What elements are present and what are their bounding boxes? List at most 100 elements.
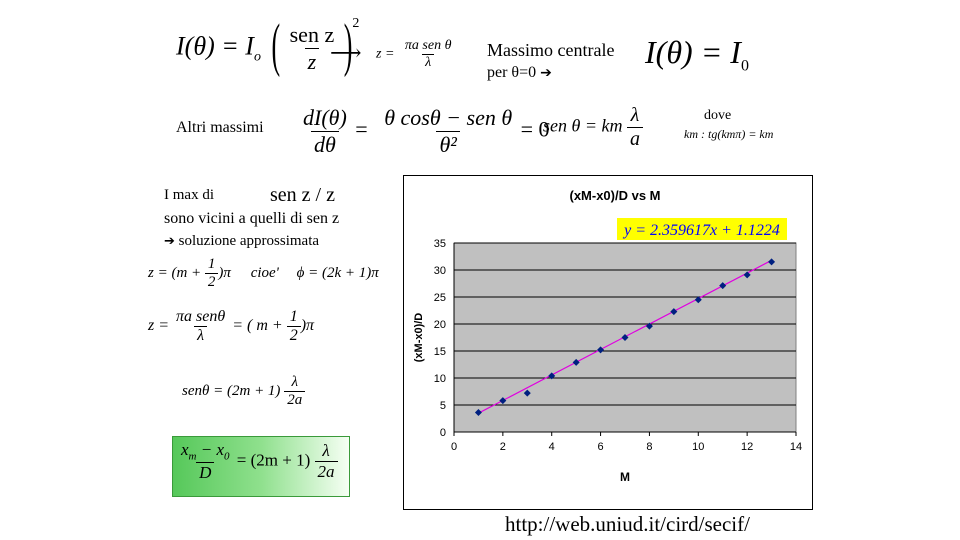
- z-eq-num: πa senθ: [176, 308, 226, 325]
- y-tick-label: 15: [434, 346, 446, 358]
- final-result-box: [172, 436, 350, 497]
- intensity-frac-den: z: [304, 48, 320, 75]
- approx-z-rhs: )π: [218, 264, 231, 281]
- final-num-sub-m: m: [188, 450, 197, 463]
- footer-url[interactable]: http://web.uniud.it/cird/secif/: [505, 512, 750, 536]
- central-max-sub-text: per θ=0: [487, 64, 537, 81]
- data-point: [474, 409, 482, 417]
- imax-line1: I max di: [164, 187, 214, 203]
- imax-func: sen z / z: [270, 184, 335, 206]
- intensity-exp: 2: [352, 15, 360, 31]
- data-point: [670, 308, 678, 316]
- deriv-eq: =: [355, 116, 368, 142]
- final-num-minus: − x: [196, 440, 225, 459]
- data-point: [645, 322, 653, 330]
- final-num: x: [181, 440, 189, 459]
- sen-result-num: λ: [291, 374, 298, 390]
- data-point: [523, 389, 531, 397]
- y-tick-label: 20: [434, 319, 446, 331]
- data-point: [768, 258, 776, 266]
- z-eq-lhs: z =: [148, 317, 170, 335]
- data-point: [597, 346, 605, 354]
- sen-theta-den: a: [626, 127, 643, 151]
- final-rhs: = (2m + 1): [236, 450, 311, 470]
- cioe-label: cioe': [250, 264, 279, 281]
- arrow-right-icon: ⟶: [330, 40, 362, 65]
- approx-z-num: 1: [207, 256, 216, 272]
- sen-result-equation: senθ = (2m + 1) λ 2a: [182, 374, 306, 409]
- imax-line3-row: ➔ soluzione approssimata: [164, 233, 319, 250]
- y-tick-label: 35: [434, 238, 446, 250]
- data-point: [743, 271, 751, 279]
- x-axis-label: M: [620, 470, 630, 484]
- x-tick-label: 0: [451, 441, 457, 453]
- z-eq-mid: = ( m +: [232, 317, 283, 335]
- final-rhs-num: λ: [322, 441, 330, 461]
- approx-z-den: 2: [204, 273, 219, 291]
- km-condition: km : tg(kmπ) = km: [684, 127, 774, 141]
- imax-line3: soluzione approssimata: [178, 233, 320, 249]
- arrow-right-icon: ➔: [164, 234, 175, 249]
- data-point: [572, 358, 580, 366]
- scatter-chart: 0 5 10 15 20 25 30 35 0 2 4 6 8 10 12 14 (xM-x0)/D vs M M…: [413, 188, 802, 484]
- y-tick-label: 0: [440, 427, 446, 439]
- other-max-label: Altri massimi: [176, 119, 264, 136]
- final-result-equation: xm − x0 D = (2m + 1) λ 2a: [178, 440, 338, 483]
- x-tick-label: 14: [790, 441, 802, 453]
- z-def-lhs: z =: [376, 46, 395, 62]
- data-point: [621, 334, 629, 341]
- z-definition: z = πa sen θ λ: [376, 38, 454, 71]
- chart-title: (xM-x0)/D vs M: [569, 188, 660, 203]
- approx-z-equation: z = (m + 1 2 )π cioe' ϕ = (2k + 1)π: [148, 256, 379, 291]
- y-tick-label: 30: [434, 265, 446, 277]
- data-point: [548, 372, 556, 380]
- central-max-result-sub: 0: [740, 57, 749, 75]
- x-tick-label: 4: [549, 441, 555, 453]
- z-def-den: λ: [422, 54, 435, 71]
- final-den: D: [196, 462, 215, 483]
- chart-frame: 0 5 10 15 20 25 30 35 0 2 4 6 8 10 12 14 (xM-x0)/D vs M M…: [403, 175, 813, 510]
- arrow-right-icon: ➔: [540, 65, 552, 81]
- approx-z-lhs: z = (m +: [148, 264, 202, 281]
- derivative-equation: dI(θ) dθ = θ cosθ − sen θ θ² = 0: [300, 105, 550, 158]
- z-def-num: πa sen θ: [404, 38, 452, 53]
- central-max-sub: per θ=0 ➔: [487, 64, 552, 82]
- intensity-sub: o: [253, 49, 261, 65]
- y-tick-label: 25: [434, 292, 446, 304]
- sen-result-lhs: senθ = (2m + 1): [182, 382, 281, 399]
- deriv-num: dI(θ): [303, 105, 347, 130]
- final-rhs-den: 2a: [314, 461, 338, 482]
- final-num-sub-0: 0: [224, 450, 230, 463]
- z-eq-den: λ: [194, 326, 208, 345]
- z-eq-half-den: 2: [286, 326, 301, 345]
- y-tick-label: 10: [434, 373, 446, 385]
- equation-background: [617, 218, 787, 240]
- central-max-result-text: I(θ) = I: [645, 34, 741, 70]
- x-tick-label: 6: [598, 441, 604, 453]
- z-eq-rhs: )π: [300, 317, 315, 335]
- data-point: [719, 282, 727, 290]
- intensity-formula: I(θ) = Io ( sen z z )2: [176, 11, 360, 79]
- deriv-rhs-num: θ cosθ − sen θ: [384, 105, 513, 130]
- trendline-equation: y = 2.359617x + 1.1224: [622, 222, 780, 239]
- y-tick-label: 5: [440, 400, 446, 412]
- central-max-result: I(θ) = I0: [645, 34, 749, 75]
- central-max-label: Massimo centrale: [487, 40, 615, 60]
- z-eq-half-num: 1: [289, 308, 298, 325]
- x-tick-label: 12: [741, 441, 753, 453]
- data-point: [499, 397, 507, 405]
- deriv-rhs-eq: = 0: [520, 116, 550, 142]
- imax-line2: sono vicini a quelli di sen z: [164, 210, 340, 227]
- dove-label: dove: [704, 108, 732, 123]
- intensity-frac-num: sen z: [289, 22, 335, 47]
- sen-theta-equation: sen θ = km λ a: [543, 104, 643, 151]
- sen-theta-num: λ: [630, 104, 640, 126]
- data-point: [694, 296, 702, 304]
- deriv-rhs-den: θ²: [436, 131, 460, 158]
- z-equation: z = πa senθ λ = ( m + 1 2 )π: [148, 308, 314, 345]
- sen-result-den: 2a: [284, 391, 306, 409]
- sen-theta-lhs: sen θ = km: [543, 115, 623, 136]
- x-tick-label: 2: [500, 441, 506, 453]
- x-tick-label: 8: [646, 441, 652, 453]
- y-axis-label: (xM-x0)/D: [413, 313, 425, 363]
